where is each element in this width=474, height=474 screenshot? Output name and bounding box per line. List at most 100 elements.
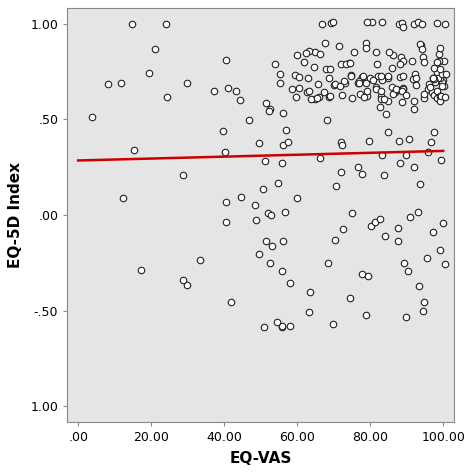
Point — [267, 211, 274, 219]
Point — [280, 237, 287, 245]
Point — [347, 72, 355, 80]
Point — [414, 208, 422, 216]
Point — [419, 307, 427, 315]
Point — [320, 88, 328, 96]
Point — [366, 74, 374, 82]
Point — [255, 139, 263, 147]
Point — [398, 19, 406, 27]
Point — [438, 82, 446, 90]
Point — [395, 137, 402, 145]
Point — [438, 70, 446, 78]
Point — [410, 21, 418, 28]
Point — [288, 85, 295, 93]
Point — [266, 106, 274, 113]
Point — [329, 18, 337, 26]
Point — [437, 98, 444, 105]
Point — [424, 85, 432, 92]
Point — [408, 57, 415, 65]
Point — [286, 280, 294, 287]
Point — [376, 103, 383, 110]
Point — [346, 60, 353, 67]
Point — [276, 70, 283, 78]
Point — [427, 83, 434, 91]
X-axis label: EQ-VAS: EQ-VAS — [229, 451, 292, 465]
Point — [104, 81, 112, 88]
Point — [435, 74, 442, 82]
Point — [388, 83, 395, 91]
Point — [327, 65, 334, 73]
Point — [441, 93, 449, 100]
Point — [402, 313, 410, 321]
Point — [389, 91, 397, 98]
Point — [355, 77, 363, 84]
Point — [395, 20, 403, 27]
Point — [119, 194, 127, 201]
Point — [400, 85, 407, 92]
Point — [303, 88, 311, 96]
Point — [350, 48, 357, 56]
Point — [418, 20, 426, 27]
Point — [264, 210, 272, 217]
Point — [146, 69, 153, 77]
Point — [286, 322, 294, 329]
Point — [363, 88, 370, 95]
Point — [179, 277, 187, 284]
Point — [380, 95, 387, 103]
Point — [325, 259, 332, 266]
Point — [323, 116, 330, 124]
Point — [337, 138, 345, 146]
Point — [293, 195, 301, 202]
Point — [278, 324, 285, 331]
Point — [440, 82, 448, 90]
Point — [438, 79, 446, 86]
Point — [327, 92, 334, 100]
Point — [433, 19, 441, 27]
Point — [266, 260, 273, 267]
Point — [419, 53, 427, 60]
Point — [325, 74, 333, 82]
Point — [384, 74, 392, 82]
Point — [179, 171, 187, 179]
Point — [279, 109, 287, 117]
Point — [362, 79, 370, 87]
Point — [196, 256, 204, 264]
Point — [162, 20, 170, 28]
Point — [310, 64, 318, 71]
Point — [341, 79, 349, 87]
Point — [222, 148, 229, 156]
Y-axis label: EQ-5D Index: EQ-5D Index — [9, 162, 23, 268]
Point — [410, 163, 418, 171]
Point — [276, 80, 284, 87]
Point — [313, 94, 321, 101]
Point — [377, 92, 384, 100]
Point — [397, 53, 405, 61]
Point — [441, 20, 448, 27]
Point — [137, 266, 145, 273]
Point — [402, 151, 410, 159]
Point — [394, 225, 402, 232]
Point — [439, 76, 447, 83]
Point — [311, 96, 319, 103]
Point — [347, 71, 355, 79]
Point — [307, 95, 315, 102]
Point — [442, 70, 450, 77]
Point — [373, 83, 380, 91]
Point — [417, 41, 425, 48]
Point — [417, 41, 424, 48]
Point — [183, 79, 191, 87]
Point — [418, 45, 426, 53]
Point — [369, 76, 377, 83]
Point — [279, 268, 286, 275]
Point — [337, 168, 345, 176]
Point — [314, 81, 322, 88]
Point — [322, 65, 329, 73]
Point — [273, 318, 281, 326]
Point — [431, 79, 439, 86]
Point — [384, 97, 392, 104]
Point — [222, 199, 229, 206]
Point — [384, 73, 392, 80]
Point — [414, 18, 421, 26]
Point — [373, 48, 380, 56]
Point — [373, 85, 380, 92]
Point — [429, 228, 437, 236]
